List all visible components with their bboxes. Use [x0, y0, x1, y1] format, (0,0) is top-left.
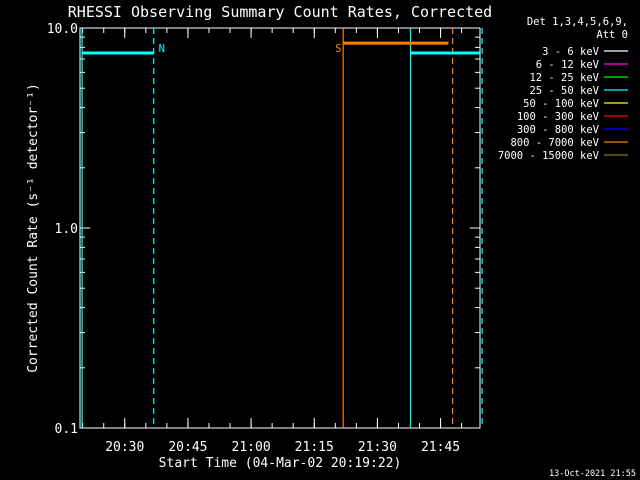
legend-header-line-2: Att 0 [596, 29, 628, 41]
y-tick-label: 10.0 [47, 22, 78, 37]
y-axis-label: Corrected Count Rate (s⁻¹ detector⁻¹) [26, 83, 41, 373]
legend-entry-label: 3 - 6 keV [542, 46, 600, 58]
x-tick-label: 21:00 [232, 440, 271, 455]
x-tick-label: 21:15 [295, 440, 334, 455]
x-tick-label: 20:45 [168, 440, 207, 455]
legend-entry-label: 6 - 12 keV [536, 59, 600, 71]
plot-frame [79, 27, 481, 429]
legend-entry-label: 800 - 7000 keV [510, 137, 599, 149]
y-tick-label: 1.0 [55, 222, 78, 237]
legend-entry-label: 25 - 50 keV [529, 85, 599, 97]
x-tick-label: 21:45 [421, 440, 460, 455]
legend-entry-label: 7000 - 15000 keV [498, 150, 600, 162]
legend-entry-label: 300 - 800 keV [517, 124, 600, 136]
marker-label: S [335, 43, 341, 55]
legend-entry-label: 12 - 25 keV [529, 72, 599, 84]
legend-entry-label: 50 - 100 keV [523, 98, 600, 110]
legend-header-line-1: Det 1,3,4,5,6,9, [527, 16, 628, 28]
x-tick-label: 20:30 [105, 440, 144, 455]
legend-entry-label: 100 - 300 keV [517, 111, 600, 123]
marker-label: N [159, 43, 165, 55]
chart-title: RHESSI Observing Summary Count Rates, Co… [68, 3, 492, 21]
y-tick-label: 0.1 [55, 422, 78, 437]
x-tick-label: 21:30 [358, 440, 397, 455]
footer-timestamp: 13-Oct-2021 21:55 [549, 469, 636, 479]
x-axis-label: Start Time (04-Mar-02 20:19:22) [159, 456, 402, 471]
